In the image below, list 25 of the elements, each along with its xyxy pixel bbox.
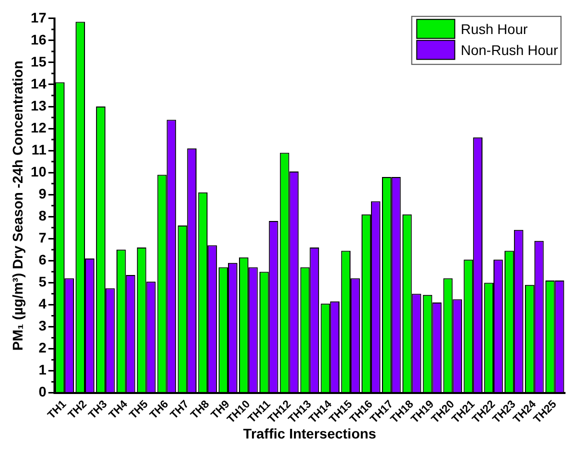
y-tick-label: 16 [30, 31, 47, 48]
y-tick-label: 1 [38, 362, 47, 378]
y-axis-title: PM₁ (µg/m³) Dry Season -24h Concentration [9, 60, 26, 351]
y-tick-label: 2 [38, 340, 47, 356]
y-tick-label: 5 [38, 274, 47, 290]
legend-label: Non-Rush Hour [460, 42, 558, 58]
x-axis-title: Traffic Intersections [243, 425, 376, 442]
y-tick-label: 13 [30, 97, 47, 114]
y-tick-label: 10 [30, 163, 47, 180]
y-tick-label: 11 [32, 141, 47, 158]
x-tick-label: TH6 [148, 398, 171, 422]
y-tick-label: 0 [38, 384, 47, 400]
x-tick-label: TH7 [168, 398, 192, 422]
x-tick-label: TH1 [46, 398, 69, 422]
legend-label: Rush Hour [460, 20, 528, 37]
y-tick-label: 9 [38, 185, 47, 202]
y-tick-label: 8 [38, 207, 47, 224]
y-tick-label: 12 [30, 119, 47, 136]
y-tick-label: 4 [38, 296, 47, 312]
y-tick-label: 6 [38, 252, 47, 268]
y-tick-label: 17 [30, 9, 47, 26]
y-tick-label: 14 [30, 75, 47, 92]
y-tick-label: 15 [30, 53, 47, 70]
y-tick-label: 3 [38, 318, 47, 334]
y-tick-label: 7 [38, 230, 47, 246]
